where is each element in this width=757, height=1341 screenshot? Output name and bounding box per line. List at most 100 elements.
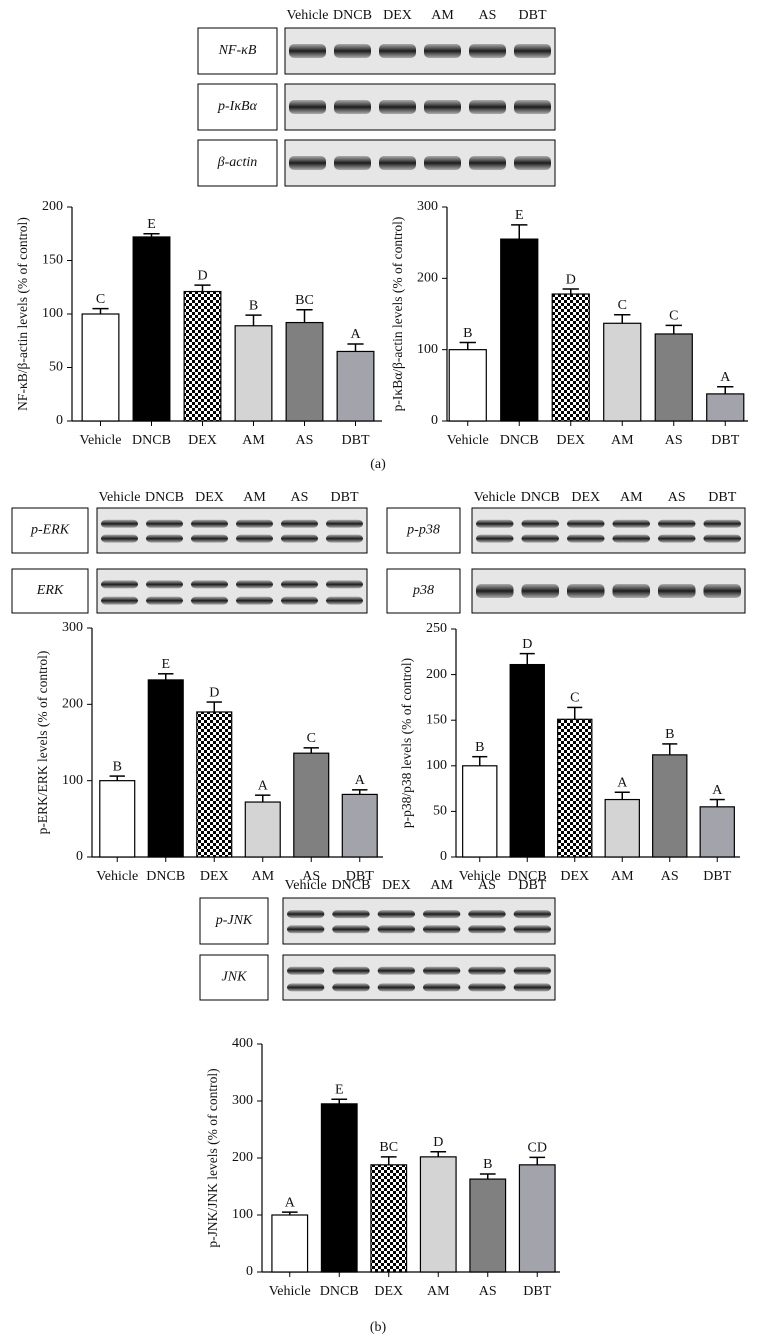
blot-band bbox=[287, 910, 325, 919]
blot-band bbox=[236, 580, 273, 589]
x-tick-label: DBT bbox=[703, 869, 731, 884]
blot-image bbox=[96, 568, 368, 614]
blot-band bbox=[101, 596, 138, 605]
blot-band bbox=[567, 519, 605, 528]
blot-band bbox=[424, 44, 461, 58]
lane-label: DNCB bbox=[333, 8, 372, 23]
lane-label: DNCB bbox=[145, 490, 184, 505]
blot-band bbox=[469, 44, 506, 58]
x-tick-label: DNCB bbox=[146, 869, 185, 884]
significance-label: B bbox=[483, 1157, 492, 1172]
blot-band bbox=[281, 534, 318, 543]
blot-band bbox=[658, 519, 696, 528]
y-tick-label: 0 bbox=[440, 849, 447, 864]
significance-label: B bbox=[475, 740, 484, 755]
blot-label-box bbox=[197, 27, 278, 75]
blot-label: NF-κB bbox=[218, 43, 257, 58]
y-tick-label: 200 bbox=[42, 199, 63, 214]
y-tick-label: 0 bbox=[246, 1264, 253, 1279]
y-axis-label: NF-κB/β-actin levels (% of control) bbox=[15, 217, 30, 411]
significance-label: C bbox=[618, 298, 627, 313]
blot-band bbox=[101, 580, 138, 589]
lane-label: AS bbox=[478, 878, 496, 893]
significance-label: A bbox=[350, 327, 361, 342]
x-tick-label: DBT bbox=[346, 869, 374, 884]
blot-band bbox=[513, 983, 551, 992]
y-axis-label: p-ERK/ERK levels (% of control) bbox=[35, 651, 50, 835]
blot-band bbox=[326, 534, 363, 543]
bar bbox=[551, 293, 590, 422]
blot-band bbox=[469, 100, 506, 114]
significance-label: CD bbox=[528, 1141, 547, 1156]
blot-band bbox=[332, 966, 370, 975]
y-tick-label: 100 bbox=[42, 306, 63, 321]
y-axis-label: p-IκBα/β-actin levels (% of control) bbox=[390, 217, 405, 412]
blot-band bbox=[146, 580, 183, 589]
blot-band bbox=[281, 580, 318, 589]
significance-label: D bbox=[197, 268, 207, 283]
bar bbox=[293, 752, 330, 858]
blot-band bbox=[334, 44, 371, 58]
blot-band bbox=[521, 584, 559, 598]
x-tick-label: AS bbox=[296, 433, 314, 448]
lane-label: DNCB bbox=[332, 878, 371, 893]
x-tick-label: DBT bbox=[342, 433, 370, 448]
bar bbox=[320, 1103, 358, 1273]
bar bbox=[183, 290, 222, 422]
blot-label: JNK bbox=[222, 970, 248, 985]
blot-band bbox=[236, 534, 273, 543]
lane-label: DBT bbox=[518, 878, 546, 893]
significance-label: A bbox=[285, 1195, 296, 1210]
y-tick-label: 0 bbox=[76, 849, 83, 864]
significance-label: E bbox=[161, 657, 170, 672]
blot-label: p-JNK bbox=[215, 913, 253, 928]
significance-label: BC bbox=[295, 293, 314, 308]
bar bbox=[147, 679, 184, 858]
blot-label-box bbox=[199, 954, 269, 1001]
significance-label: D bbox=[209, 685, 219, 700]
significance-label: A bbox=[617, 775, 628, 790]
y-axis-label: p-p38/p38 levels (% of control) bbox=[399, 658, 414, 828]
blot-band bbox=[379, 100, 416, 114]
y-tick-label: 50 bbox=[49, 360, 63, 375]
blot-label: ERK bbox=[36, 583, 64, 598]
lane-label: AM bbox=[431, 8, 454, 23]
blot-band bbox=[703, 584, 741, 598]
y-tick-label: 200 bbox=[232, 1150, 253, 1165]
y-tick-label: 250 bbox=[426, 621, 447, 636]
x-tick-label: AS bbox=[661, 869, 679, 884]
blot-band bbox=[377, 910, 415, 919]
x-tick-label: Vehicle bbox=[80, 433, 122, 448]
blot-band bbox=[476, 584, 514, 598]
blot-band bbox=[289, 100, 326, 114]
bar bbox=[244, 801, 281, 858]
y-tick-label: 200 bbox=[62, 697, 83, 712]
blot-band bbox=[658, 584, 696, 598]
blot-band bbox=[289, 156, 326, 170]
blot-band bbox=[513, 966, 551, 975]
x-tick-label: AS bbox=[302, 869, 320, 884]
blot-band bbox=[468, 925, 506, 934]
blot-band bbox=[326, 580, 363, 589]
x-tick-label: DNCB bbox=[500, 433, 539, 448]
y-tick-label: 150 bbox=[42, 253, 63, 268]
blot-band bbox=[567, 584, 605, 598]
blot-band bbox=[424, 100, 461, 114]
x-tick-label: DBT bbox=[711, 433, 739, 448]
y-tick-label: 200 bbox=[426, 667, 447, 682]
blot-band bbox=[424, 156, 461, 170]
blot-image bbox=[471, 507, 746, 554]
y-tick-label: 300 bbox=[62, 620, 83, 635]
x-tick-label: Vehicle bbox=[459, 869, 501, 884]
blot-band bbox=[469, 156, 506, 170]
x-tick-label: AS bbox=[479, 1284, 497, 1299]
x-tick-label: DEX bbox=[200, 869, 229, 884]
blot-band bbox=[332, 910, 370, 919]
significance-label: A bbox=[712, 783, 723, 798]
significance-label: A bbox=[720, 370, 731, 385]
y-tick-label: 300 bbox=[417, 199, 438, 214]
x-tick-label: DBT bbox=[523, 1284, 551, 1299]
blot-band bbox=[423, 966, 461, 975]
